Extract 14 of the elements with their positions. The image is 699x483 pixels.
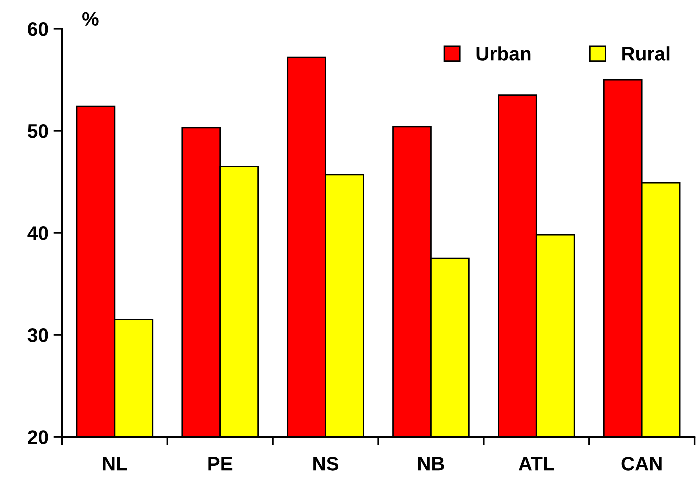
x-tick-label: CAN [622,457,662,471]
x-tick-label: NS [314,457,339,471]
y-tick-label: 40 [28,226,48,240]
legend-label: Rural [622,46,670,61]
legend-label: Urban [476,46,531,61]
y-tick-label: 50 [28,124,48,138]
x-tick-label: NB [418,457,444,471]
y-tick-label: 30 [28,328,48,342]
x-tick-label: PE [208,457,233,471]
y-tick-label: 20 [28,430,48,444]
x-tick-label: ATL [518,457,554,471]
x-tick-label: NL [103,457,128,471]
y-tick-label: 60 [28,22,48,36]
y-axis-title: % [82,12,99,26]
